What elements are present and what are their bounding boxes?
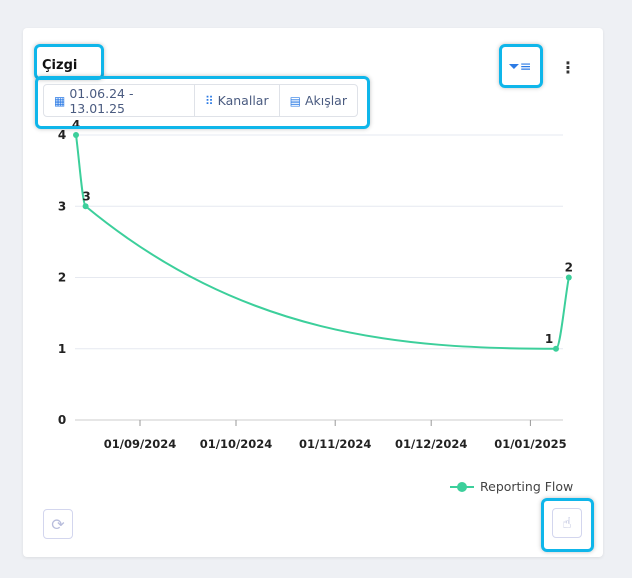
refresh-button[interactable]: ⟳ bbox=[43, 509, 73, 539]
data-point bbox=[565, 274, 572, 281]
y-tick-label: 1 bbox=[58, 342, 66, 356]
flows-filter[interactable]: ▤ Akışlar bbox=[289, 93, 347, 108]
kebab-menu-icon: ⋮ bbox=[560, 57, 576, 77]
y-tick-label: 2 bbox=[58, 271, 66, 285]
x-tick-label: 01/11/2024 bbox=[299, 437, 371, 451]
legend-item[interactable]: Reporting Flow bbox=[450, 479, 573, 494]
interaction-mode-button[interactable]: ☝ bbox=[552, 508, 582, 538]
x-tick-label: 01/12/2024 bbox=[395, 437, 467, 451]
filter-bar: ▦ 01.06.24 - 13.01.25 ⠿ Kanallar ▤ Akışlar bbox=[43, 84, 358, 117]
highlight-filters bbox=[35, 76, 370, 129]
data-point bbox=[73, 132, 79, 138]
y-tick-label: 0 bbox=[58, 413, 66, 427]
data-point bbox=[553, 345, 559, 352]
data-label: 1 bbox=[545, 332, 553, 346]
refresh-icon: ⟳ bbox=[51, 514, 65, 534]
x-tick-label: 01/09/2024 bbox=[104, 437, 176, 451]
calendar-icon: ▦ bbox=[54, 93, 66, 108]
filter-list-button[interactable]: ⏷≡ bbox=[505, 55, 535, 79]
highlight-title bbox=[34, 44, 104, 80]
flow-icon: ▤ bbox=[289, 93, 301, 108]
y-tick-label: 4 bbox=[58, 128, 66, 142]
y-tick-label: 3 bbox=[58, 199, 66, 213]
more-menu-button[interactable]: ⋮ bbox=[558, 55, 578, 79]
highlight-interaction-button bbox=[541, 498, 594, 552]
data-point bbox=[82, 203, 89, 210]
x-tick-label: 01/10/2024 bbox=[200, 437, 272, 451]
data-label: 3 bbox=[82, 189, 90, 203]
filter-list-icon: ⏷≡ bbox=[508, 59, 532, 75]
highlight-filter-button bbox=[499, 44, 543, 88]
widget-title: Çizgi bbox=[42, 58, 78, 73]
data-label: 2 bbox=[565, 261, 573, 275]
x-tick-label: 01/01/2025 bbox=[494, 437, 566, 451]
series-line bbox=[75, 134, 570, 350]
legend-marker-icon bbox=[450, 481, 474, 492]
sitemap-icon: ⠿ bbox=[204, 93, 214, 108]
date-range-filter[interactable]: ▦ 01.06.24 - 13.01.25 bbox=[44, 85, 195, 116]
hand-pointer-icon: ☝ bbox=[562, 514, 572, 532]
data-label: 4 bbox=[72, 118, 80, 132]
channels-filter[interactable]: ⠿ Kanallar bbox=[195, 85, 280, 116]
